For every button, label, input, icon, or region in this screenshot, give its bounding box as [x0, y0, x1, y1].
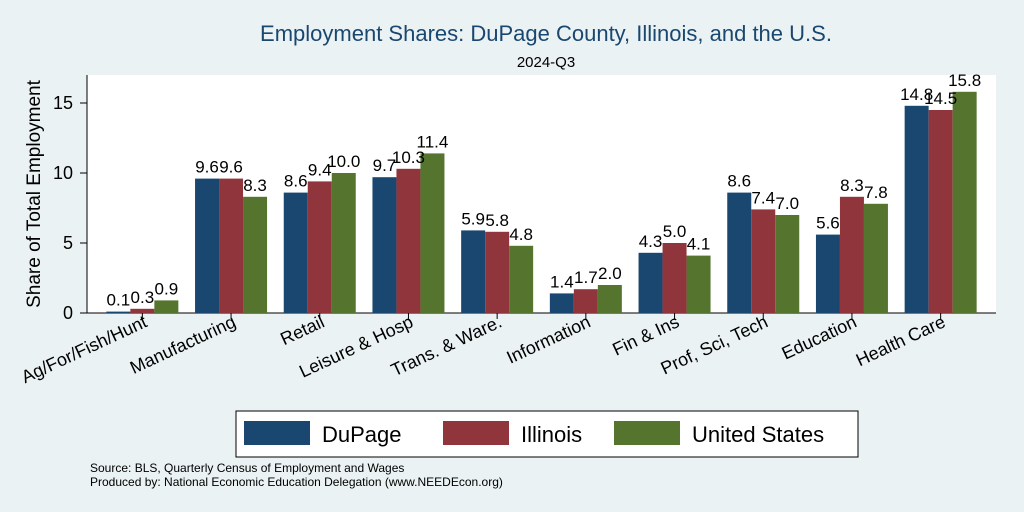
- bar: [863, 203, 888, 313]
- bar: [839, 196, 864, 313]
- chart-title: Employment Shares: DuPage County, Illino…: [260, 21, 832, 46]
- bar: [509, 245, 534, 313]
- data-label: 8.6: [284, 172, 308, 191]
- legend-swatch: [244, 421, 310, 445]
- bar: [485, 231, 510, 313]
- data-label: 4.1: [687, 235, 711, 254]
- data-label: 5.0: [663, 222, 687, 241]
- legend: [235, 410, 859, 458]
- data-label: 1.7: [574, 268, 598, 287]
- legend-swatch: [614, 421, 680, 445]
- bar: [662, 243, 687, 313]
- data-label: 5.9: [461, 209, 485, 228]
- category-label: Education: [779, 311, 860, 363]
- category-label: Information: [503, 311, 593, 367]
- data-label: 0.9: [155, 279, 179, 298]
- bar: [573, 289, 598, 313]
- data-label: 4.8: [509, 225, 533, 244]
- chart-subtitle: 2024-Q3: [517, 54, 575, 71]
- data-label: 14.5: [924, 89, 957, 108]
- bar: [195, 178, 220, 313]
- data-label: 10.0: [327, 152, 360, 171]
- bar: [727, 192, 752, 313]
- data-label: 8.3: [243, 176, 267, 195]
- bar: [219, 178, 244, 313]
- data-label: 14.8: [900, 85, 933, 104]
- bar: [775, 215, 800, 313]
- producer-note: Produced by: National Economic Education…: [90, 475, 503, 489]
- bar: [751, 209, 776, 313]
- y-tick-label: 5: [63, 233, 73, 253]
- bar: [372, 177, 397, 313]
- bar: [597, 285, 622, 313]
- category-label: Ag/For/Fish/Hunt: [18, 311, 150, 387]
- data-label: 2.0: [598, 264, 622, 283]
- y-tick-label: 0: [63, 303, 73, 323]
- category-label: Health Care: [853, 311, 949, 370]
- data-label: 1.4: [550, 272, 574, 291]
- data-label: 15.8: [948, 71, 981, 90]
- bars: [106, 91, 977, 313]
- data-label: 9.7: [373, 156, 397, 175]
- bar: [686, 255, 711, 313]
- bar: [815, 234, 840, 313]
- data-label: 7.8: [864, 183, 888, 202]
- legend-swatch: [443, 421, 509, 445]
- data-label: 7.4: [751, 188, 775, 207]
- legend-label: United States: [692, 422, 824, 447]
- bar: [952, 91, 977, 313]
- bar: [396, 168, 421, 313]
- y-tick-label: 15: [53, 93, 73, 113]
- bar: [928, 110, 953, 313]
- data-label: 8.6: [727, 172, 751, 191]
- bar: [106, 311, 131, 313]
- data-label: 9.6: [219, 158, 243, 177]
- data-label: 0.1: [107, 291, 131, 310]
- bar: [154, 300, 179, 313]
- bar: [130, 308, 155, 313]
- data-label: 10.3: [392, 148, 425, 167]
- y-ticks: 0 5 10 15: [53, 93, 87, 323]
- bar: [283, 192, 308, 313]
- bar: [243, 196, 268, 313]
- data-label: 9.6: [195, 158, 219, 177]
- data-label: 0.3: [131, 288, 155, 307]
- data-label: 9.4: [308, 160, 332, 179]
- bar: [904, 105, 929, 313]
- data-label: 8.3: [840, 176, 864, 195]
- data-label: 5.6: [816, 214, 840, 233]
- legend-items: DuPage Illinois United States: [244, 421, 824, 447]
- bar: [461, 230, 486, 313]
- data-label: 11.4: [417, 132, 449, 151]
- legend-label: DuPage: [322, 422, 402, 447]
- category-label: Fin & Ins: [609, 311, 682, 359]
- legend-label: Illinois: [521, 422, 582, 447]
- data-label: 4.3: [639, 232, 663, 251]
- source-note: Source: BLS, Quarterly Census of Employm…: [90, 461, 404, 475]
- bar: [307, 181, 332, 313]
- bar: [638, 252, 663, 313]
- bar: [331, 173, 356, 313]
- data-labels: 0.1 0.3 0.99.6 9.68.3 8.69.410.0 9.710.311.45…: [107, 71, 982, 310]
- y-axis-title: Share of Total Employment: [24, 79, 45, 307]
- data-label: 5.8: [485, 211, 509, 230]
- bar: [420, 153, 445, 313]
- category-label: Retail: [277, 311, 327, 349]
- data-label: 7.0: [775, 194, 799, 213]
- bar: [549, 293, 574, 313]
- y-tick-label: 10: [53, 163, 73, 183]
